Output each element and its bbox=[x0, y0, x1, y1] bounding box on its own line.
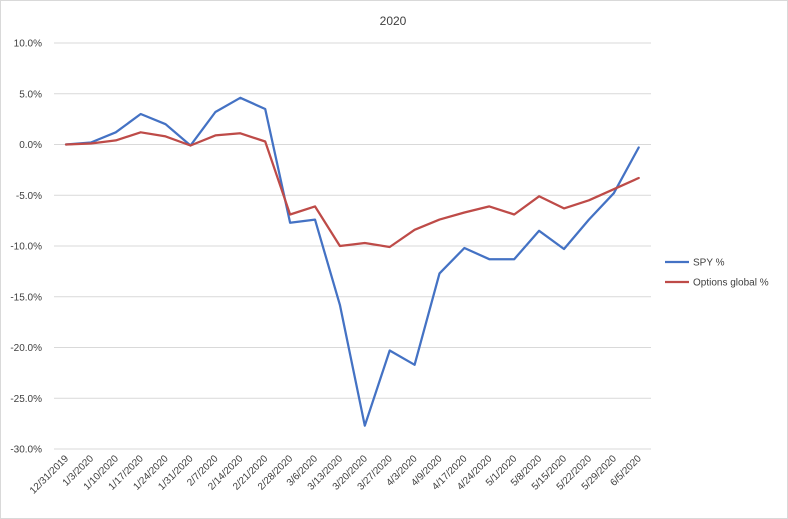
series-lines bbox=[64, 95, 641, 428]
y-tick-label: -25.0% bbox=[10, 394, 42, 405]
data-point bbox=[163, 134, 168, 139]
y-tick-label: -20.0% bbox=[10, 343, 42, 354]
data-point bbox=[412, 362, 417, 367]
data-point bbox=[313, 217, 318, 222]
data-point bbox=[387, 348, 392, 353]
y-tick-label: 10.0% bbox=[14, 39, 42, 50]
data-point bbox=[113, 130, 118, 135]
legend-label: SPY % bbox=[693, 258, 725, 269]
data-point bbox=[113, 138, 118, 143]
data-point bbox=[512, 257, 517, 262]
gridlines bbox=[54, 42, 651, 450]
data-point bbox=[611, 187, 616, 192]
data-point bbox=[636, 175, 641, 180]
legend: SPY % Options global % bbox=[665, 258, 769, 289]
series-line-0 bbox=[64, 96, 640, 427]
data-point bbox=[636, 145, 641, 150]
y-tick-label: -15.0% bbox=[10, 292, 42, 303]
data-point bbox=[462, 246, 467, 251]
data-point bbox=[138, 112, 143, 117]
x-axis: 12/31/20191/3/20201/10/20201/17/20201/24… bbox=[28, 453, 644, 496]
chart-title: 2020 bbox=[380, 14, 407, 28]
y-tick-label: -5.0% bbox=[16, 191, 42, 202]
data-point bbox=[138, 130, 143, 135]
data-point bbox=[487, 204, 492, 209]
data-point bbox=[88, 141, 93, 146]
data-point bbox=[412, 227, 417, 232]
data-point bbox=[263, 139, 268, 144]
data-point bbox=[64, 142, 69, 147]
data-point bbox=[437, 271, 442, 276]
data-point bbox=[387, 245, 392, 250]
data-point bbox=[537, 194, 542, 199]
data-point bbox=[362, 240, 367, 245]
y-tick-label: 5.0% bbox=[19, 89, 42, 100]
data-point bbox=[462, 210, 467, 215]
data-point bbox=[288, 220, 293, 225]
data-point bbox=[163, 122, 168, 127]
data-point bbox=[562, 206, 567, 211]
legend-label: Options global % bbox=[693, 278, 769, 289]
data-point bbox=[437, 217, 442, 222]
y-axis: 10.0% 5.0% 0.0% -5.0% -10.0% -15.0% -20.0% -25.… bbox=[10, 39, 42, 456]
data-point bbox=[288, 212, 293, 217]
data-point bbox=[188, 143, 193, 148]
data-point bbox=[337, 302, 342, 307]
data-point bbox=[263, 106, 268, 111]
data-point bbox=[487, 257, 492, 262]
data-point bbox=[213, 133, 218, 138]
x-tick-label: 12/31/2019 bbox=[28, 453, 71, 496]
y-tick-label: -10.0% bbox=[10, 242, 42, 253]
data-point bbox=[313, 204, 318, 209]
series-line-1 bbox=[64, 131, 640, 249]
data-point bbox=[362, 423, 367, 428]
data-point bbox=[337, 244, 342, 249]
data-point bbox=[213, 110, 218, 115]
data-point bbox=[537, 228, 542, 233]
data-point bbox=[238, 95, 243, 100]
data-point bbox=[586, 217, 591, 222]
data-point bbox=[562, 247, 567, 252]
data-point bbox=[238, 131, 243, 136]
data-point bbox=[512, 212, 517, 217]
data-point bbox=[586, 198, 591, 203]
y-tick-label: -30.0% bbox=[10, 445, 42, 456]
y-tick-label: 0.0% bbox=[19, 140, 42, 151]
